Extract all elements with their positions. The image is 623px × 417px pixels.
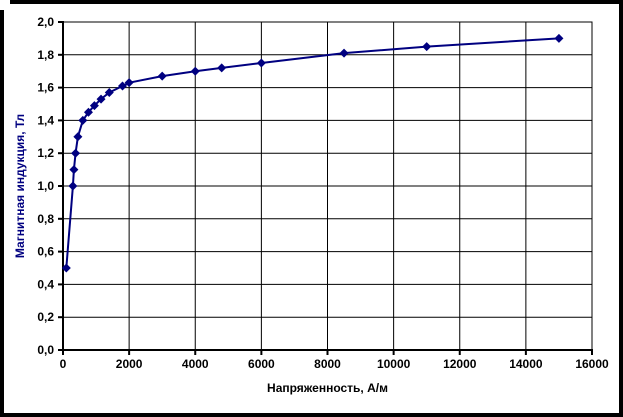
data-point-marker [256, 58, 266, 68]
x-tick-label: 4000 [182, 357, 209, 371]
x-tick-label: 6000 [248, 357, 275, 371]
y-tick-label: 0,6 [37, 245, 54, 259]
data-point-marker [554, 33, 564, 43]
x-tick-label: 16000 [575, 357, 609, 371]
frame-border-top [10, 0, 623, 4]
y-tick-label: 0,0 [37, 343, 54, 357]
data-point-marker [422, 42, 432, 52]
data-point-marker [118, 81, 128, 91]
y-tick-label: 1,8 [37, 48, 54, 62]
data-point-marker [73, 132, 83, 142]
frame-border-left [0, 10, 4, 415]
data-point-marker [78, 115, 88, 125]
frame-border-bottom [0, 413, 623, 417]
data-point-marker [339, 48, 349, 58]
y-tick-label: 1,0 [37, 179, 54, 193]
x-tick-label: 8000 [314, 357, 341, 371]
y-tick-label: 0,2 [37, 310, 54, 324]
y-tick-label: 2,0 [37, 15, 54, 29]
data-point-marker [68, 181, 78, 191]
y-tick-label: 1,6 [37, 81, 54, 95]
data-point-marker [96, 94, 106, 104]
y-tick-label: 0,4 [37, 277, 54, 291]
data-point-marker [124, 78, 134, 88]
data-point-marker [61, 263, 71, 273]
data-point-marker [157, 71, 167, 81]
y-tick-label: 1,4 [37, 113, 54, 127]
y-tick-label: 0,8 [37, 212, 54, 226]
data-point-marker [69, 165, 79, 175]
data-point-marker [71, 148, 81, 158]
frame-border-right [619, 0, 623, 417]
x-tick-label: 10000 [377, 357, 411, 371]
x-tick-label: 14000 [509, 357, 543, 371]
data-point-marker [104, 88, 114, 98]
x-tick-label: 12000 [443, 357, 477, 371]
data-point-marker [89, 101, 99, 111]
x-axis-title: Напряженность, А/м [267, 381, 388, 395]
x-tick-label: 0 [60, 357, 67, 371]
x-tick-label: 2000 [116, 357, 143, 371]
data-point-marker [217, 63, 227, 73]
data-point-marker [190, 66, 200, 76]
y-axis-title: Магнитная индукция, Тл [13, 114, 27, 258]
y-tick-label: 1,2 [37, 146, 54, 160]
data-point-marker [83, 107, 93, 117]
